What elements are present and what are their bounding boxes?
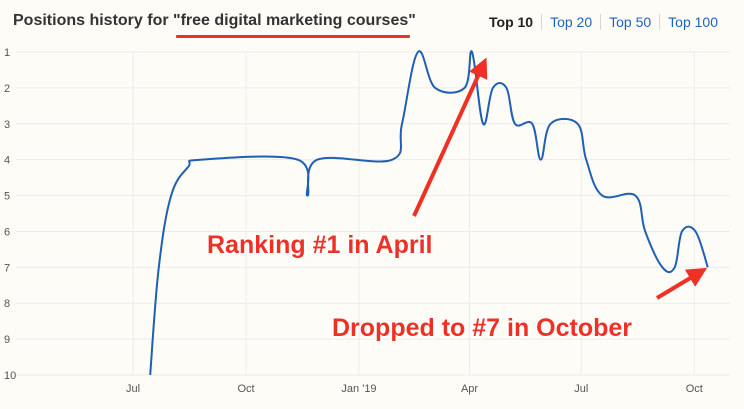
tab-top-20[interactable]: Top 20: [550, 14, 593, 30]
y-tick-label: 3: [4, 119, 10, 131]
y-tick-label: 2: [4, 83, 10, 95]
chart-title: Positions history for "free digital mark…: [13, 12, 416, 30]
x-tick-label: Jan '19: [341, 383, 376, 395]
y-tick-label: 9: [4, 334, 10, 346]
tab-top-50[interactable]: Top 50: [609, 14, 652, 30]
range-tabs: Top 10 Top 20 Top 50 Top 100: [481, 14, 726, 30]
tab-divider: [659, 14, 661, 30]
tab-divider: [541, 14, 543, 30]
x-tick-label: Apr: [461, 383, 478, 395]
y-tick-label: 7: [4, 262, 10, 274]
y-tick-label: 4: [4, 155, 10, 167]
y-tick-label: 10: [4, 370, 16, 382]
tab-top-100[interactable]: Top 100: [668, 14, 718, 30]
y-tick-label: 6: [4, 226, 10, 238]
y-tick-label: 1: [4, 47, 10, 59]
annotation-arrow-october: [655, 267, 708, 300]
annotation-october: Dropped to #7 in October: [332, 314, 632, 342]
title-prefix: Positions history for: [13, 12, 174, 29]
x-tick-label: Oct: [237, 383, 254, 395]
keyword-underline: [176, 35, 410, 38]
series-line: [149, 50, 709, 376]
annotation-arrow-april: [412, 57, 488, 217]
y-tick-label: 8: [4, 298, 10, 310]
annotation-april: Ranking #1 in April: [207, 231, 433, 259]
x-tick-label: Jul: [574, 383, 588, 395]
x-tick-label: Jul: [126, 383, 140, 395]
chart-header: Positions history for "free digital mark…: [0, 0, 744, 44]
y-tick-label: 5: [4, 191, 10, 203]
x-tick-label: Oct: [686, 383, 703, 395]
title-keyword: "free digital marketing courses": [173, 12, 416, 29]
tab-divider: [600, 14, 602, 30]
tab-top-10[interactable]: Top 10: [489, 14, 534, 30]
